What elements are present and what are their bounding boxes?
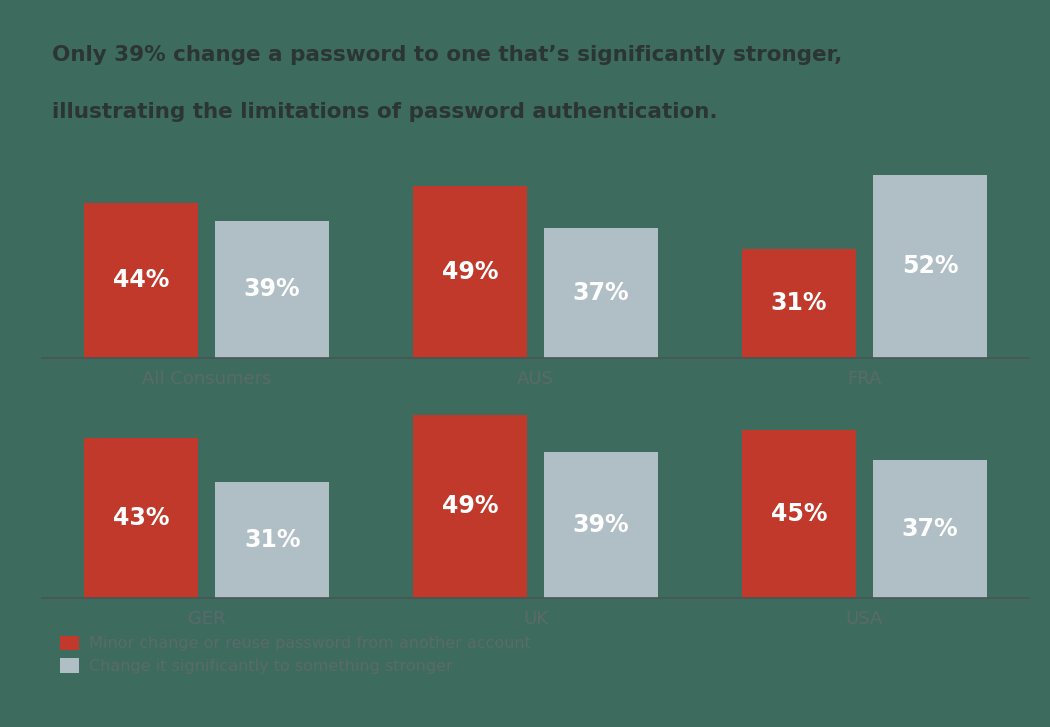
Text: GER: GER [188, 610, 226, 627]
Text: Only 39% change a password to one that’s significantly stronger,: Only 39% change a password to one that’s… [51, 45, 842, 65]
Text: illustrating the limitations of password authentication.: illustrating the limitations of password… [51, 102, 717, 122]
Text: 44%: 44% [112, 268, 169, 292]
Bar [84, 203, 197, 358]
Bar [544, 452, 658, 598]
Text: 37%: 37% [902, 517, 959, 541]
Bar [84, 438, 197, 598]
Text: 31%: 31% [771, 292, 827, 316]
Bar [874, 460, 987, 598]
Text: 39%: 39% [573, 513, 629, 537]
Text: AUS: AUS [517, 369, 554, 387]
Bar [215, 221, 329, 358]
Bar [742, 249, 856, 358]
Text: 37%: 37% [573, 281, 629, 305]
Legend: Minor change or reuse password from another account, Change it significantly to : Minor change or reuse password from anot… [60, 635, 530, 674]
Text: 49%: 49% [442, 494, 498, 518]
Bar [544, 228, 658, 358]
Bar [215, 482, 329, 598]
Text: 52%: 52% [902, 254, 959, 278]
Text: 43%: 43% [112, 505, 169, 530]
Bar [413, 185, 527, 358]
Text: 45%: 45% [771, 502, 827, 526]
Bar [742, 430, 856, 598]
Bar [413, 415, 527, 598]
Text: 39%: 39% [244, 277, 300, 301]
Text: 31%: 31% [244, 528, 300, 552]
Text: 49%: 49% [442, 260, 498, 284]
Bar [874, 175, 987, 358]
Text: USA: USA [846, 610, 883, 627]
Text: All Consumers: All Consumers [142, 369, 271, 387]
Text: UK: UK [523, 610, 548, 627]
Text: FRA: FRA [847, 369, 882, 387]
